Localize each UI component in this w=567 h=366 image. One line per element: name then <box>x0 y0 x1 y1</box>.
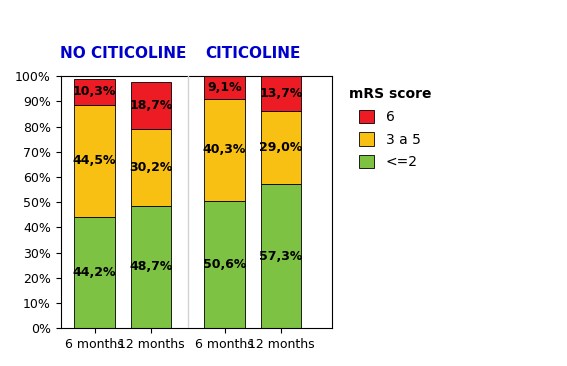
Text: 30,2%: 30,2% <box>129 161 173 174</box>
Bar <box>261 184 302 328</box>
Text: 50,6%: 50,6% <box>203 258 246 271</box>
Bar <box>261 76 302 111</box>
Legend: 6, 3 a 5, <=2: 6, 3 a 5, <=2 <box>344 83 435 173</box>
Text: 44,2%: 44,2% <box>73 266 116 279</box>
Bar <box>261 111 302 184</box>
Text: CITICOLINE: CITICOLINE <box>205 46 301 61</box>
Text: 48,7%: 48,7% <box>129 260 173 273</box>
Text: 13,7%: 13,7% <box>260 87 303 100</box>
Bar <box>131 82 171 129</box>
Bar <box>74 217 115 328</box>
Text: 9,1%: 9,1% <box>208 81 242 94</box>
Bar <box>204 201 245 328</box>
Text: 18,7%: 18,7% <box>129 99 173 112</box>
Text: 10,3%: 10,3% <box>73 85 116 98</box>
Bar <box>131 206 171 328</box>
Bar <box>204 76 245 99</box>
Text: 40,3%: 40,3% <box>203 143 246 156</box>
Text: 57,3%: 57,3% <box>260 250 303 262</box>
Text: NO CITICOLINE: NO CITICOLINE <box>60 46 186 61</box>
Bar <box>131 129 171 206</box>
Bar <box>74 105 115 217</box>
Bar <box>74 79 115 105</box>
Bar <box>204 99 245 201</box>
Text: 44,5%: 44,5% <box>73 154 116 167</box>
Text: 29,0%: 29,0% <box>260 141 303 154</box>
